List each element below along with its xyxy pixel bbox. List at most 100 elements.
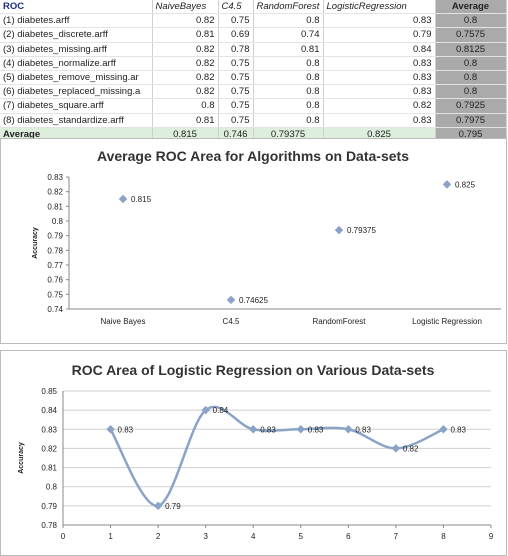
table-row: (7) diabetes_square.arff 0.8 0.75 0.8 0.82 0.… xyxy=(0,98,507,114)
data-label: 0.74625 xyxy=(239,296,268,305)
data-point xyxy=(153,501,163,511)
table-cell: 0.75 xyxy=(218,84,254,100)
row-name: (8) diabetes_standardize.arff xyxy=(0,113,153,128)
table-cell: 0.81 xyxy=(253,42,324,57)
data-point xyxy=(439,425,448,434)
x-tick-label: 1 xyxy=(108,532,113,541)
data-label: 0.815 xyxy=(131,195,152,204)
row-average-cell: 0.7925 xyxy=(435,98,507,114)
chart-title: Average ROC Area for Algorithms on Data-… xyxy=(97,148,409,164)
y-tick-label: 0.74 xyxy=(47,305,63,314)
table-cell: 0.82 xyxy=(152,56,219,71)
chart-title: ROC Area of Logistic Regression on Vario… xyxy=(72,362,435,378)
table-cell: 0.75 xyxy=(218,56,254,71)
data-point xyxy=(344,425,353,434)
average-roc-chart-svg: Average ROC Area for Algorithms on Data-… xyxy=(32,148,501,326)
y-tick-label: 0.82 xyxy=(47,188,63,197)
y-tick-label: 0.77 xyxy=(47,261,63,270)
table-cell: 0.82 xyxy=(152,84,219,100)
x-tick-label: 7 xyxy=(394,532,399,541)
data-point xyxy=(248,425,258,434)
table-cell: 0.75 xyxy=(218,98,254,114)
y-tick-label: 0.79 xyxy=(41,502,57,511)
data-label: 0.84 xyxy=(213,406,229,415)
table-cell: 0.83 xyxy=(323,70,436,86)
x-tick-label: 2 xyxy=(156,532,161,541)
row-average-cell: 0.8 xyxy=(435,84,507,100)
y-tick-label: 0.83 xyxy=(47,173,63,182)
table-cell: 0.83 xyxy=(323,84,436,100)
y-tick-label: 0.85 xyxy=(41,387,57,396)
roc-table: ROC NaiveBayes C4.5 RandomForest Logisti… xyxy=(0,0,507,142)
row-average-cell: 0.7975 xyxy=(435,113,507,128)
data-point xyxy=(296,425,306,434)
row-name: (6) diabetes_replaced_missing.a xyxy=(0,84,153,100)
x-tick-label: Logistic Regression xyxy=(412,317,482,326)
data-label: 0.83 xyxy=(118,425,134,434)
x-tick-label: 5 xyxy=(299,532,304,541)
table-cell: 0.78 xyxy=(218,42,254,57)
table-header-row: ROC NaiveBayes C4.5 RandomForest Logisti… xyxy=(0,0,507,15)
row-average-cell: 0.8 xyxy=(435,70,507,86)
table-cell: 0.83 xyxy=(323,13,436,29)
table-cell: 0.69 xyxy=(218,27,254,43)
table-cell: 0.75 xyxy=(218,70,254,86)
y-tick-label: 0.82 xyxy=(41,444,57,453)
table-cell: 0.82 xyxy=(323,98,436,114)
data-label: 0.83 xyxy=(308,425,324,434)
table-cell: 0.74 xyxy=(253,27,324,43)
table-cell: 0.8 xyxy=(253,13,324,29)
y-tick-label: 0.76 xyxy=(47,276,63,285)
results-table-container: ROC NaiveBayes C4.5 RandomForest Logisti… xyxy=(0,0,507,142)
data-label: 0.82 xyxy=(403,444,419,453)
data-label: 0.83 xyxy=(450,425,466,434)
data-point xyxy=(391,444,401,453)
x-tick-label: 9 xyxy=(489,532,494,541)
logistic-regression-roc-chart-svg: ROC Area of Logistic Regression on Vario… xyxy=(18,362,494,541)
table-row: (6) diabetes_replaced_missing.a 0.82 0.75 0… xyxy=(0,84,507,100)
data-label: 0.83 xyxy=(260,425,276,434)
table-row: (1) diabetes.arff 0.82 0.75 0.8 0.83 0.8 xyxy=(0,13,507,29)
data-point xyxy=(442,180,452,189)
x-tick-label: 6 xyxy=(346,532,351,541)
table-cell: 0.83 xyxy=(323,113,436,128)
row-name: (1) diabetes.arff xyxy=(0,13,153,29)
row-name: (2) diabetes_discrete.arff xyxy=(0,27,153,43)
table-cell: 0.8 xyxy=(253,70,324,86)
logistic-regression-roc-chart: ROC Area of Logistic Regression on Vario… xyxy=(0,350,507,556)
y-tick-label: 0.79 xyxy=(47,232,63,241)
y-tick-label: 0.75 xyxy=(47,290,63,299)
table-row: (3) diabetes_missing.arff 0.82 0.78 0.81 0.8… xyxy=(0,42,507,57)
table-cell: 0.8 xyxy=(253,56,324,71)
data-point xyxy=(334,225,344,235)
row-average-cell: 0.7575 xyxy=(435,27,507,43)
table-row: (8) diabetes_standardize.arff 0.81 0.75 0.8… xyxy=(0,113,507,128)
col-header-average: Average xyxy=(435,0,507,15)
y-tick-label: 0.8 xyxy=(52,217,64,226)
col-header-randomforest: RandomForest xyxy=(253,0,324,15)
y-tick-label: 0.83 xyxy=(41,425,57,434)
data-point xyxy=(226,295,236,305)
table-cell: 0.84 xyxy=(323,42,436,57)
table-cell: 0.8 xyxy=(253,84,324,100)
table-cell: 0.83 xyxy=(323,56,436,71)
x-tick-label: RandomForest xyxy=(313,317,367,326)
y-tick-label: 0.78 xyxy=(41,521,57,530)
x-tick-label: 3 xyxy=(203,532,208,541)
table-cell: 0.82 xyxy=(152,13,219,29)
row-name: (3) diabetes_missing.arff xyxy=(0,42,153,57)
data-point xyxy=(118,194,128,204)
y-axis-label: Accuracy xyxy=(18,442,25,474)
y-tick-label: 0.78 xyxy=(47,246,63,255)
x-tick-label: C4.5 xyxy=(223,317,240,326)
y-tick-label: 0.81 xyxy=(47,202,63,211)
row-name: (5) diabetes_remove_missing.ar xyxy=(0,70,153,86)
y-tick-label: 0.84 xyxy=(41,406,57,415)
x-tick-label: 4 xyxy=(251,532,256,541)
col-header-logisticregression: LogisticRegression xyxy=(323,0,436,15)
row-name: (7) diabetes_square.arff xyxy=(0,98,153,114)
table-cell: 0.81 xyxy=(152,27,219,43)
table-cell: 0.82 xyxy=(152,70,219,86)
col-header-naivebayes: NaiveBayes xyxy=(152,0,219,15)
table-cell: 0.81 xyxy=(152,113,219,128)
